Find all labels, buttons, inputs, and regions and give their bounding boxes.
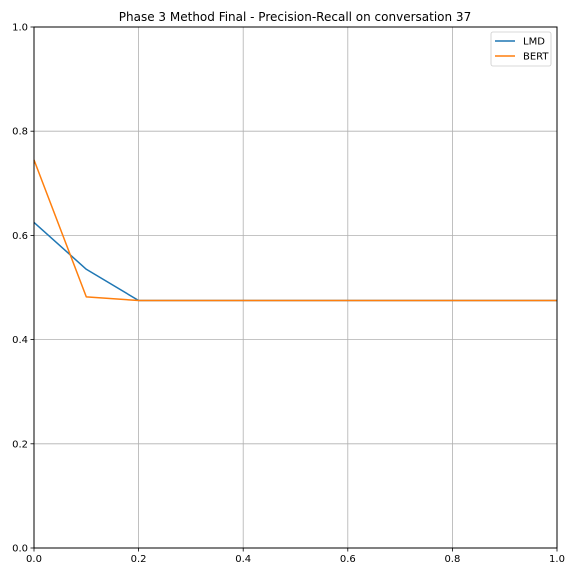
x-tick-label: 0.4: [235, 554, 251, 565]
series-lines: [33, 159, 557, 302]
y-tick-label: 0.0: [12, 544, 28, 555]
series-line-bert: [33, 159, 557, 302]
x-tick-label: 1.0: [549, 554, 565, 565]
y-tick-label: 0.2: [12, 439, 28, 450]
y-tick-label: 0.8: [12, 127, 28, 138]
x-tick-label: 0.6: [340, 554, 356, 565]
y-tick-label: 0.6: [12, 231, 28, 242]
series-line-lmd: [33, 221, 557, 302]
y-tick-label: 0.4: [12, 335, 28, 346]
x-tick-label: 0.0: [26, 554, 42, 565]
legend-label-lmd: LMD: [523, 37, 545, 48]
plot-frame: [33, 26, 558, 549]
grid-lines: [34, 27, 557, 548]
legend-label-bert: BERT: [523, 52, 549, 63]
x-tick-label: 0.8: [444, 554, 460, 565]
y-tick-label: 1.0: [12, 23, 28, 34]
x-tick-label: 0.2: [131, 554, 147, 565]
axis-ticks: 0.0 0.2 0.4 0.6 0.8 1.0 0.0 0.2 0.4 0.6 0.8 1.0: [12, 23, 565, 566]
legend: LMD BERT: [490, 31, 552, 67]
chart-title: Phase 3 Method Final - Precision-Recall …: [119, 10, 471, 24]
